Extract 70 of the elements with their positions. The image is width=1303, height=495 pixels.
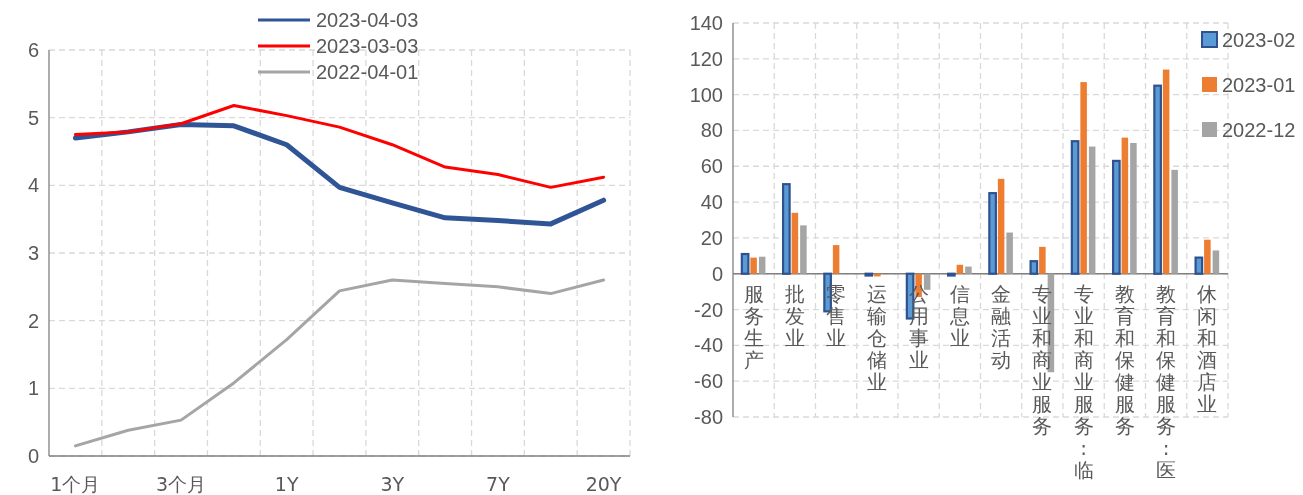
- bar: [965, 266, 972, 274]
- y-tick-label: 140: [689, 12, 723, 34]
- x-tick-label: 信息业: [948, 281, 970, 350]
- y-tick-label: 20: [700, 226, 723, 249]
- bar: [1130, 142, 1137, 274]
- bar: [800, 225, 807, 274]
- y-tick-label: 60: [700, 155, 723, 178]
- bar: [1153, 84, 1162, 275]
- y-tick-label: -40: [694, 334, 723, 357]
- y-tick-label: 0: [27, 445, 39, 467]
- bar: [988, 192, 997, 275]
- bar: [832, 245, 840, 274]
- y-tick-label: 40: [700, 191, 723, 214]
- y-tick-label: 2: [27, 309, 39, 332]
- bar: [1080, 82, 1087, 274]
- x-tick-label: 公用事业: [908, 281, 929, 372]
- bar: [956, 264, 964, 274]
- x-tick-label: 3Y: [380, 473, 405, 495]
- line-series: [73, 278, 606, 448]
- legend-label: 2023-04-03: [316, 9, 419, 31]
- y-tick-label: 4: [27, 174, 39, 197]
- bar: [750, 257, 757, 274]
- bar: [1194, 256, 1204, 275]
- bar: [758, 256, 766, 274]
- legend-label: 2023-03-03: [316, 35, 419, 57]
- y-tick-label: 80: [700, 119, 723, 142]
- bar: [1212, 250, 1220, 274]
- bar: [740, 252, 750, 275]
- x-tick-label: 专业和商业服务: [1032, 281, 1053, 438]
- category-label: 教育和保健服务:医: [1156, 281, 1177, 482]
- x-tick-label: 1个月: [50, 473, 101, 495]
- bar: [1204, 239, 1211, 274]
- y-tick-label: -60: [694, 370, 723, 393]
- y-tick-label: 0: [711, 262, 723, 285]
- x-tick-label: 休闲和酒店业: [1197, 281, 1218, 416]
- bar: [997, 178, 1005, 274]
- y-tick-label: 1: [27, 377, 39, 400]
- bar: [1171, 169, 1178, 274]
- bar: [1111, 159, 1121, 275]
- category-label: 专业和商业服务:临: [1073, 281, 1094, 482]
- x-tick-label: 7Y: [486, 473, 511, 495]
- x-tick-label: 3个月: [156, 473, 207, 495]
- y-tick-label: 100: [689, 83, 723, 106]
- y-tick-label: -80: [694, 406, 723, 428]
- bar: [1121, 137, 1129, 274]
- x-tick-label: 20Y: [585, 473, 622, 495]
- bar: [1006, 232, 1013, 274]
- legend-label: 2022-04-01: [316, 61, 419, 83]
- bar: [1029, 260, 1039, 275]
- x-tick-label: 服务生产: [743, 281, 764, 372]
- legend-label: 2022-12: [1222, 119, 1296, 141]
- bar: [791, 212, 799, 274]
- bar: [1088, 146, 1096, 274]
- x-tick-label: 运输仓储业: [867, 281, 888, 394]
- x-tick-label: 金融活动: [991, 281, 1012, 372]
- legend-label: 2023-01: [1222, 74, 1296, 96]
- legend-label: 2023-02: [1222, 29, 1296, 51]
- y-tick-label: 6: [27, 39, 39, 61]
- y-tick-label: 3: [27, 242, 39, 264]
- x-tick-label: 批发业: [784, 281, 805, 350]
- bar: [1162, 69, 1170, 274]
- bar: [1070, 140, 1080, 275]
- x-tick-label: 1Y: [274, 473, 299, 495]
- y-tick-label: -20: [694, 298, 723, 321]
- x-tick-label: 教育和保健服务: [1114, 281, 1135, 438]
- bar: [1039, 246, 1046, 274]
- y-tick-label: 5: [27, 106, 39, 129]
- line-series: [73, 103, 606, 189]
- bar: [781, 183, 791, 275]
- y-tick-label: 120: [689, 47, 723, 70]
